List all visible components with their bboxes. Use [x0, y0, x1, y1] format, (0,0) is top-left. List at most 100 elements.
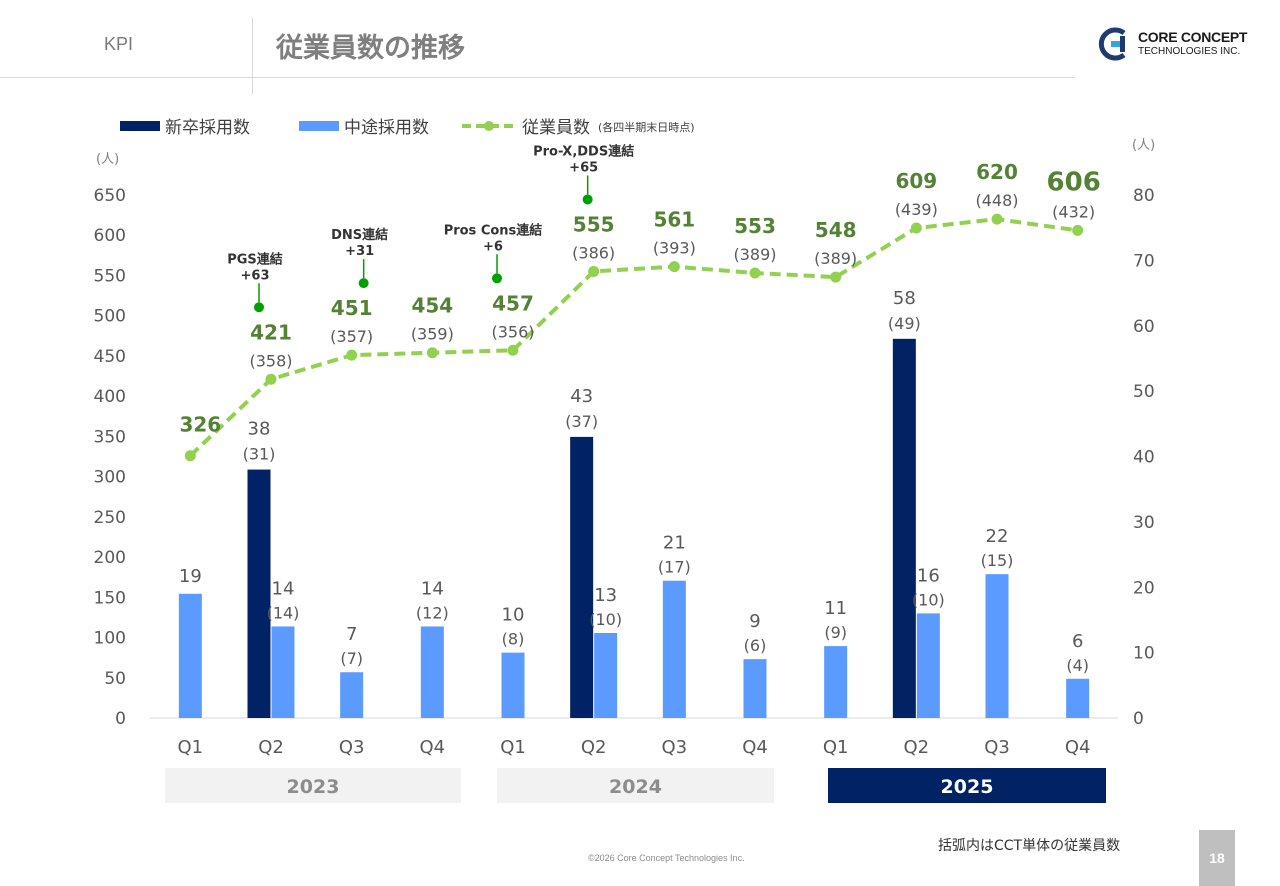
right-tick-label: 0	[1133, 709, 1144, 729]
employees-point	[668, 261, 680, 273]
mid-career-sub-label: (8)	[502, 630, 525, 649]
left-tick-label: 150	[94, 588, 126, 608]
employees-value-label: 451	[331, 296, 373, 320]
mid-career-value-label: 19	[179, 566, 202, 587]
left-tick-label: 100	[94, 629, 126, 649]
left-tick-label: 300	[94, 468, 126, 488]
x-tick-label: Q3	[984, 737, 1010, 758]
right-tick-label: 50	[1133, 382, 1155, 402]
mid-career-value-label: 7	[346, 624, 357, 645]
annotation-label: Pro-X,DDS連結	[533, 143, 634, 159]
mid-career-bar	[501, 652, 525, 718]
annotation-marker	[582, 194, 593, 205]
left-tick-label: 50	[104, 669, 126, 689]
new-grad-bar	[892, 338, 916, 718]
mid-career-bar	[1066, 678, 1090, 718]
mid-career-sub-label: (4)	[1066, 656, 1089, 675]
right-axis-unit: (人)	[1132, 138, 1155, 153]
mid-career-value-label: 16	[917, 565, 940, 586]
employees-point	[184, 450, 196, 462]
new-grad-sub-label: (49)	[888, 314, 921, 333]
mid-career-sub-label: (10)	[912, 590, 945, 609]
x-tick-label: Q3	[662, 737, 688, 758]
employees-sub-label: (386)	[572, 243, 615, 262]
x-tick-label: Q4	[420, 737, 446, 758]
employees-value-label: 606	[1047, 167, 1101, 197]
mid-career-bar	[824, 646, 848, 718]
employees-value-label: 620	[976, 160, 1018, 184]
logo-text-line2: TECHNOLOGIES INC.	[1138, 46, 1241, 57]
left-tick-label: 550	[94, 266, 126, 286]
new-grad-sub-label: (37)	[565, 412, 598, 431]
x-tick-label: Q4	[1065, 737, 1091, 758]
annotation-label: Pros Cons連結	[444, 222, 543, 238]
legend-swatch-employees-dot	[484, 121, 494, 131]
employees-sub-label: (359)	[411, 325, 454, 344]
mid-career-bar	[662, 580, 686, 718]
new-grad-bar	[247, 469, 271, 718]
mid-career-sub-label: (15)	[981, 551, 1014, 570]
mid-career-bar	[340, 672, 364, 718]
x-tick-label: Q3	[339, 737, 365, 758]
right-tick-label: 70	[1133, 251, 1155, 271]
mid-career-value-label: 13	[594, 585, 617, 606]
employees-point	[426, 347, 438, 359]
year-label: 2024	[609, 776, 662, 798]
employees-sub-label: (432)	[1052, 202, 1095, 221]
copyright: ©2026 Core Concept Technologies Inc.	[588, 853, 745, 863]
mid-career-value-label: 21	[663, 533, 686, 554]
employees-point	[507, 344, 519, 356]
annotation-label: PGS連結	[227, 251, 283, 267]
legend-label-employees: 従業員数	[522, 118, 590, 138]
annotation-marker	[358, 278, 369, 289]
annotation-marker	[254, 302, 264, 313]
mid-career-value-label: 9	[749, 611, 760, 632]
left-tick-label: 0	[115, 709, 126, 729]
x-tick-label: Q2	[904, 737, 930, 758]
employees-value-label: 555	[573, 212, 615, 236]
left-tick-label: 450	[94, 347, 126, 367]
x-tick-label: Q1	[178, 737, 204, 758]
left-tick-label: 200	[94, 548, 126, 568]
annotation-marker	[492, 273, 502, 284]
mid-career-sub-label: (14)	[267, 603, 300, 622]
employees-value-label: 553	[734, 214, 776, 238]
mid-career-bar	[420, 626, 444, 718]
employees-sub-label: (439)	[895, 200, 938, 219]
legend-swatch-mid-career	[299, 121, 339, 131]
right-tick-label: 80	[1133, 186, 1155, 206]
employees-sub-label: (448)	[975, 191, 1018, 210]
header-divider-vertical	[252, 18, 253, 94]
employees-sub-label: (389)	[814, 249, 857, 268]
right-tick-label: 10	[1133, 644, 1155, 664]
legend-label-mid-career: 中途採用数	[344, 118, 429, 138]
mid-career-bar	[271, 626, 295, 718]
year-label: 2023	[287, 776, 340, 798]
employees-point	[991, 213, 1003, 225]
employees-value-label: 421	[250, 320, 292, 344]
header-divider-horizontal	[0, 77, 1075, 78]
employees-point	[346, 349, 358, 361]
new-grad-value-label: 38	[248, 419, 271, 440]
employees-value-label: 561	[653, 208, 695, 232]
employees-point	[588, 265, 600, 277]
mid-career-bar	[916, 613, 940, 718]
mid-career-sub-label: (17)	[658, 558, 691, 577]
year-band-2023	[165, 768, 461, 803]
page-number: 18	[1199, 830, 1235, 886]
employees-value-label: 457	[492, 291, 534, 315]
mid-career-value-label: 14	[272, 578, 295, 599]
right-tick-label: 20	[1133, 578, 1155, 598]
mid-career-sub-label: (6)	[744, 636, 767, 655]
employees-sub-label: (393)	[653, 239, 696, 258]
employees-point	[830, 271, 842, 283]
legend-swatch-new-grad	[120, 121, 160, 131]
year-band-2025	[828, 768, 1106, 803]
left-axis-unit: (人)	[96, 152, 119, 167]
x-tick-label: Q1	[823, 737, 849, 758]
employees-sub-label: (357)	[330, 327, 373, 346]
mid-career-value-label: 10	[502, 605, 525, 626]
left-tick-label: 600	[94, 226, 126, 246]
annotation-delta: +31	[345, 244, 374, 259]
employees-value-label: 326	[179, 413, 221, 437]
